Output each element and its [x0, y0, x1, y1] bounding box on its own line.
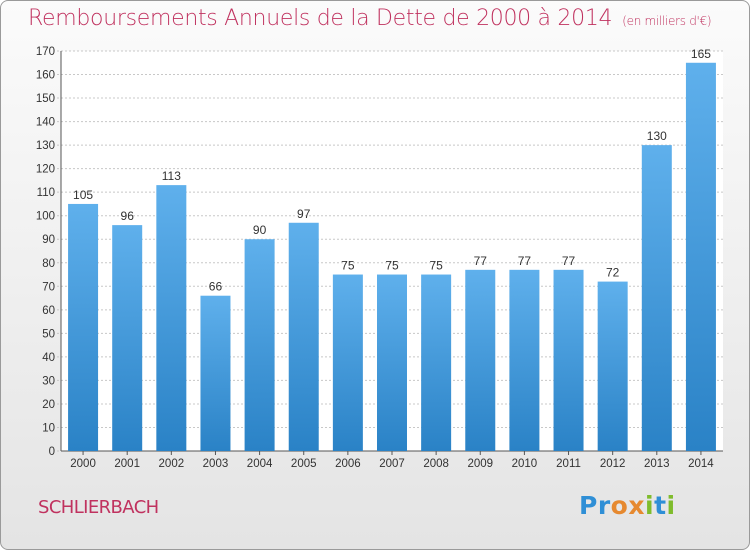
bar-value-label: 75: [341, 259, 355, 273]
x-tick-label: 2007: [379, 458, 405, 470]
x-tick-label: 2003: [203, 458, 229, 470]
y-tick-label: 50: [42, 328, 55, 340]
chart-title-text: Remboursements Annuels de la Dette de 20…: [28, 6, 613, 31]
bar-value-label: 130: [647, 129, 667, 143]
bar: [509, 269, 540, 451]
x-tick-label: 2009: [467, 458, 493, 470]
y-tick-label: 30: [42, 375, 55, 387]
logo-part: t: [654, 491, 667, 520]
bar-value-label: 165: [691, 47, 711, 61]
x-tick-label: 2014: [688, 458, 714, 470]
bar-value-label: 97: [297, 207, 311, 221]
y-tick-label: 110: [37, 187, 55, 199]
bar: [377, 274, 407, 451]
bar-value-label: 90: [253, 223, 267, 237]
proxiti-logo: Proxiti: [579, 491, 676, 520]
bar-value-label: 72: [606, 266, 620, 280]
y-tick-label: 70: [42, 281, 55, 293]
x-tick-label: 2002: [159, 458, 185, 470]
x-tick-label: 2000: [70, 458, 96, 470]
x-tick-label: 2010: [512, 458, 538, 470]
y-tick-label: 140: [36, 117, 55, 129]
commune-name: SCHLIERBACH: [38, 497, 159, 518]
bar: [200, 295, 231, 451]
y-tick-label: 20: [42, 399, 55, 411]
bar: [553, 269, 584, 451]
logo-part: o: [610, 491, 629, 520]
bar-value-label: 75: [385, 259, 399, 273]
y-tick-label: 10: [42, 422, 55, 434]
logo-part: i: [644, 491, 655, 520]
bar: [465, 269, 496, 451]
bar: [288, 222, 319, 451]
bar: [156, 185, 187, 451]
bar: [332, 274, 363, 451]
y-tick-label: 100: [36, 211, 55, 223]
bar-value-label: 75: [429, 259, 443, 273]
x-tick-label: 2005: [291, 458, 317, 470]
x-tick-label: 2011: [556, 458, 581, 470]
y-tick-label: 160: [36, 70, 55, 82]
y-tick-label: 90: [42, 234, 55, 246]
logo-part: x: [628, 491, 645, 520]
chart-title: Remboursements Annuels de la Dette de 20…: [28, 6, 712, 31]
bar: [685, 62, 716, 451]
bar: [244, 239, 275, 451]
bar-value-label: 105: [73, 188, 93, 202]
bar-value-label: 113: [162, 169, 181, 183]
x-tick-label: 2013: [644, 458, 670, 470]
bar-value-label: 77: [474, 254, 488, 268]
y-tick-label: 130: [36, 140, 55, 152]
x-tick-label: 2006: [335, 458, 361, 470]
x-tick-label: 2008: [423, 458, 449, 470]
logo-part: Pr: [579, 491, 611, 520]
bar: [68, 203, 99, 451]
bar-value-label: 77: [562, 254, 576, 268]
chart-unit: (en milliers d'€): [622, 14, 712, 28]
y-tick-label: 150: [36, 93, 55, 105]
x-tick-label: 2001: [114, 458, 140, 470]
x-tick-label: 2012: [600, 458, 626, 470]
bar-value-label: 66: [209, 280, 223, 294]
bar: [112, 225, 143, 451]
y-tick-label: 60: [42, 305, 55, 317]
bar: [641, 145, 672, 451]
bar: [421, 274, 452, 451]
y-tick-label: 40: [42, 352, 55, 364]
bar-value-label: 96: [121, 209, 135, 223]
y-tick-label: 120: [36, 164, 55, 176]
y-tick-label: 0: [49, 446, 55, 458]
y-tick-label: 80: [42, 258, 55, 270]
x-tick-label: 2004: [247, 458, 273, 470]
logo-part: i: [666, 491, 676, 520]
bar: [597, 281, 628, 451]
y-tick-label: 170: [36, 46, 55, 58]
bar-value-label: 77: [518, 254, 532, 268]
